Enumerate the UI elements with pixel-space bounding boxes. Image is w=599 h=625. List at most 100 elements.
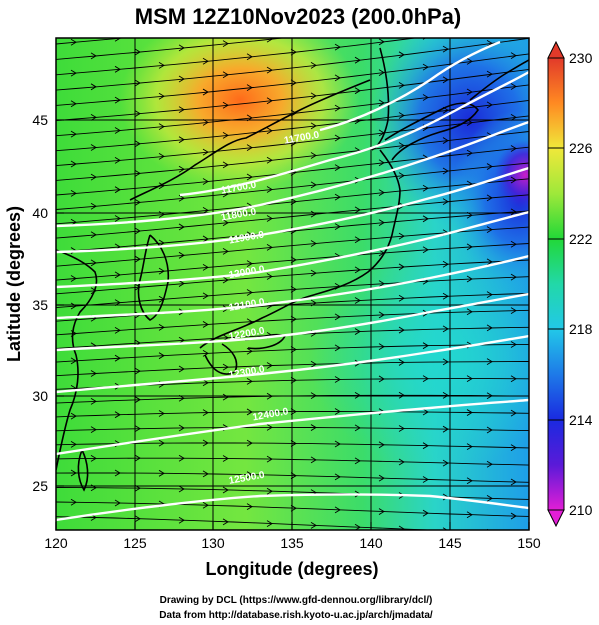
streamline-arrow	[442, 392, 449, 399]
streamline-arrow	[290, 504, 297, 512]
streamline-arrow	[222, 101, 229, 109]
streamline-arrow	[510, 478, 517, 486]
y-tick-label: 40	[32, 205, 48, 221]
wind-streamlines	[56, 9, 529, 530]
y-axis: 25 30 35 40 45 Latitude (degrees)	[4, 112, 64, 494]
streamline-arrow	[158, 323, 165, 331]
streamline-arrow	[466, 88, 473, 96]
contour-11800	[56, 120, 529, 228]
streamline-arrow	[158, 182, 165, 190]
streamline-arrow	[70, 469, 77, 477]
streamline-arrow	[202, 88, 209, 96]
streamline	[56, 457, 529, 466]
streamline-arrow	[246, 114, 253, 122]
streamline-arrow	[222, 393, 229, 401]
streamline	[56, 243, 529, 281]
streamline	[56, 146, 529, 196]
streamline-arrow	[266, 392, 273, 400]
streamline-arrow	[334, 104, 341, 112]
y-axis-label: Latitude (degrees)	[4, 206, 24, 362]
streamline-arrow	[310, 181, 317, 189]
streamline-arrow	[486, 392, 493, 400]
streamline-arrow	[222, 71, 229, 79]
streamline-arrow	[178, 44, 185, 52]
map-title: MSM 12Z10Nov2023 (200.0hPa)	[135, 4, 462, 29]
x-tick-label: 150	[517, 535, 541, 551]
coast-japan-kyushu	[204, 343, 238, 375]
streamline-arrow	[159, 31, 164, 37]
contour-12500	[56, 493, 529, 522]
streamline	[56, 426, 529, 432]
streamline-arrow	[178, 106, 185, 113]
streamline-arrow	[466, 443, 473, 451]
streamline-arrow	[134, 425, 141, 433]
streamline-arrow	[290, 48, 297, 56]
x-tick-label: 130	[201, 535, 225, 551]
streamline-arrow	[487, 9, 492, 15]
contour-11700	[179, 70, 529, 197]
streamline-arrow	[178, 485, 185, 493]
streamline-arrow	[442, 358, 449, 366]
coast-japan-honshu	[199, 149, 401, 349]
streamline-arrow	[334, 344, 341, 352]
streamline-arrow	[202, 321, 209, 328]
streamline-arrow	[202, 235, 209, 243]
streamline-arrow	[422, 509, 429, 517]
x-tick-label: 120	[44, 535, 68, 551]
streamline-arrow	[511, 22, 516, 28]
streamline-arrow	[90, 370, 97, 377]
streamline-arrow	[486, 358, 493, 366]
streamline-arrow	[158, 92, 165, 100]
streamline-arrow	[290, 285, 297, 293]
streamline-arrow	[310, 456, 317, 464]
streamline-arrow	[158, 410, 165, 417]
streamline-arrow	[266, 97, 273, 105]
streamline-arrow	[378, 280, 385, 288]
streamline-arrow	[266, 455, 273, 463]
graticule	[56, 38, 529, 530]
streamline-arrow	[158, 153, 165, 160]
streamline-arrow	[510, 273, 517, 281]
streamline-arrow	[510, 512, 517, 520]
coast-korea	[137, 234, 170, 321]
streamline-arrow	[70, 302, 77, 310]
streamline-arrow	[246, 318, 253, 326]
coldest-core	[495, 140, 529, 210]
streamline-arrow	[378, 69, 385, 76]
streamline-arrow	[290, 346, 297, 353]
streamline-arrow	[246, 347, 253, 355]
streamline-arrow	[90, 52, 97, 60]
colorbar-tick-label: 230	[569, 50, 593, 66]
streamline-arrow	[398, 294, 405, 302]
streamline-arrow	[90, 83, 97, 91]
streamline-arrow	[178, 136, 185, 144]
streamline-arrow	[354, 87, 361, 95]
streamline-arrow	[466, 211, 473, 219]
streamline-arrow	[486, 426, 493, 434]
contour-11700-north	[319, 40, 501, 132]
coast-china	[56, 249, 98, 471]
credit-drawing: Drawing by DCL (https://www.gfd-dennou.o…	[160, 595, 433, 606]
streamline-arrow	[442, 527, 448, 530]
streamline	[56, 131, 529, 181]
coast-northeast-asia	[129, 79, 371, 201]
streamline-arrow	[158, 211, 165, 218]
streamline-arrow	[398, 525, 405, 530]
streamline-arrow	[178, 336, 185, 344]
streamline-arrow	[442, 425, 449, 433]
streamline-arrow	[134, 227, 141, 235]
streamline-arrow	[334, 283, 341, 290]
streamline	[56, 309, 529, 336]
streamline	[56, 210, 529, 253]
coast-taiwan	[77, 449, 89, 492]
streamline	[56, 68, 529, 122]
colorbar-max-triangle	[547, 40, 565, 59]
streamline-arrow	[70, 498, 77, 506]
streamline-arrow	[398, 232, 405, 240]
streamline-arrow	[70, 38, 77, 46]
streamline-arrow	[90, 397, 97, 405]
streamline-arrow	[466, 409, 473, 416]
streamline-arrow	[134, 255, 141, 263]
streamline-arrow	[158, 267, 165, 275]
streamline-arrow	[398, 326, 405, 334]
